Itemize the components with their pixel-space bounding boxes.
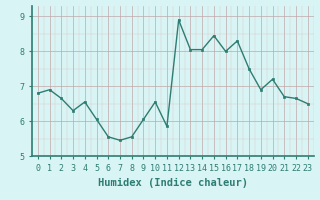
X-axis label: Humidex (Indice chaleur): Humidex (Indice chaleur) [98, 178, 248, 188]
